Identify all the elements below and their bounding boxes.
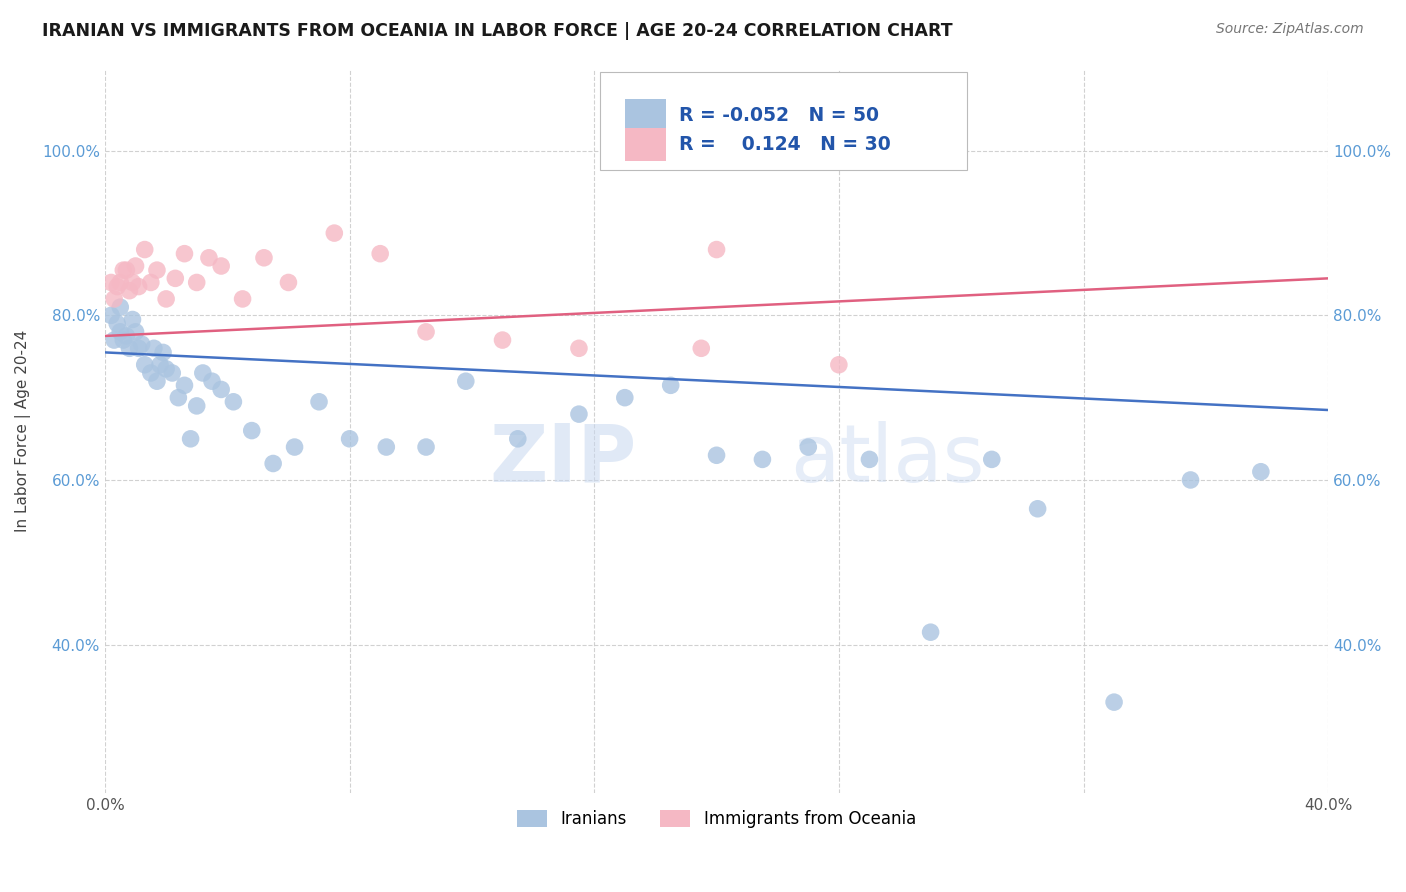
Point <box>191 366 214 380</box>
Point <box>105 317 128 331</box>
Point <box>828 358 851 372</box>
Point <box>277 276 299 290</box>
Point <box>103 292 125 306</box>
Point <box>146 263 169 277</box>
FancyBboxPatch shape <box>624 98 666 132</box>
Point <box>180 432 202 446</box>
Point <box>186 399 208 413</box>
Point <box>454 374 477 388</box>
Text: R =    0.124   N = 30: R = 0.124 N = 30 <box>679 135 890 153</box>
Point <box>491 333 513 347</box>
Point <box>415 325 437 339</box>
Point <box>323 226 346 240</box>
Point <box>167 391 190 405</box>
Point <box>506 432 529 446</box>
Point <box>105 279 128 293</box>
Point <box>121 276 143 290</box>
Point <box>209 259 232 273</box>
Point <box>232 292 254 306</box>
Point <box>155 362 177 376</box>
Point <box>415 440 437 454</box>
Point <box>128 279 150 293</box>
Point <box>165 271 187 285</box>
Point <box>139 276 162 290</box>
Point <box>1180 473 1202 487</box>
Point <box>339 432 361 446</box>
Point <box>100 309 122 323</box>
Point <box>1102 695 1125 709</box>
Point <box>110 300 132 314</box>
Point <box>115 263 138 277</box>
Point <box>222 394 245 409</box>
Point <box>284 440 307 454</box>
Point <box>115 329 138 343</box>
Y-axis label: In Labor Force | Age 20-24: In Labor Force | Age 20-24 <box>15 329 31 532</box>
Point <box>1026 501 1049 516</box>
Point <box>112 333 135 347</box>
Point <box>186 276 208 290</box>
Point <box>121 312 143 326</box>
Point <box>797 440 820 454</box>
Point <box>706 243 728 257</box>
Point <box>568 407 591 421</box>
Text: atlas: atlas <box>790 420 984 499</box>
Point <box>118 284 141 298</box>
Point <box>568 341 591 355</box>
Point <box>124 325 146 339</box>
Point <box>134 243 156 257</box>
Point <box>209 383 232 397</box>
Point <box>201 374 224 388</box>
Point <box>1250 465 1272 479</box>
Point <box>131 337 153 351</box>
Point <box>980 452 1002 467</box>
Point <box>149 358 172 372</box>
Point <box>118 341 141 355</box>
Point <box>142 341 165 355</box>
Point <box>173 378 195 392</box>
Text: IRANIAN VS IMMIGRANTS FROM OCEANIA IN LABOR FORCE | AGE 20-24 CORRELATION CHART: IRANIAN VS IMMIGRANTS FROM OCEANIA IN LA… <box>42 22 953 40</box>
Point <box>124 259 146 273</box>
Point <box>162 366 184 380</box>
Point <box>858 452 880 467</box>
FancyBboxPatch shape <box>624 128 666 161</box>
Point <box>103 333 125 347</box>
Text: R = -0.052   N = 50: R = -0.052 N = 50 <box>679 105 879 125</box>
Point <box>173 246 195 260</box>
Point <box>253 251 276 265</box>
Point <box>110 276 132 290</box>
Point <box>139 366 162 380</box>
Point <box>751 452 773 467</box>
Point <box>100 276 122 290</box>
Point <box>368 246 391 260</box>
Point <box>920 625 942 640</box>
Point <box>146 374 169 388</box>
FancyBboxPatch shape <box>600 72 967 169</box>
Point <box>152 345 174 359</box>
Point <box>375 440 398 454</box>
Point <box>198 251 221 265</box>
Point <box>308 394 330 409</box>
Point <box>613 391 636 405</box>
Point <box>659 378 682 392</box>
Text: Source: ZipAtlas.com: Source: ZipAtlas.com <box>1216 22 1364 37</box>
Point <box>262 457 284 471</box>
Point <box>240 424 263 438</box>
Point <box>110 325 132 339</box>
Point <box>690 341 713 355</box>
Point <box>134 358 156 372</box>
Text: ZIP: ZIP <box>489 420 637 499</box>
Point <box>706 448 728 462</box>
Point <box>128 341 150 355</box>
Point <box>155 292 177 306</box>
Point <box>112 263 135 277</box>
Legend: Iranians, Immigrants from Oceania: Iranians, Immigrants from Oceania <box>510 804 922 835</box>
